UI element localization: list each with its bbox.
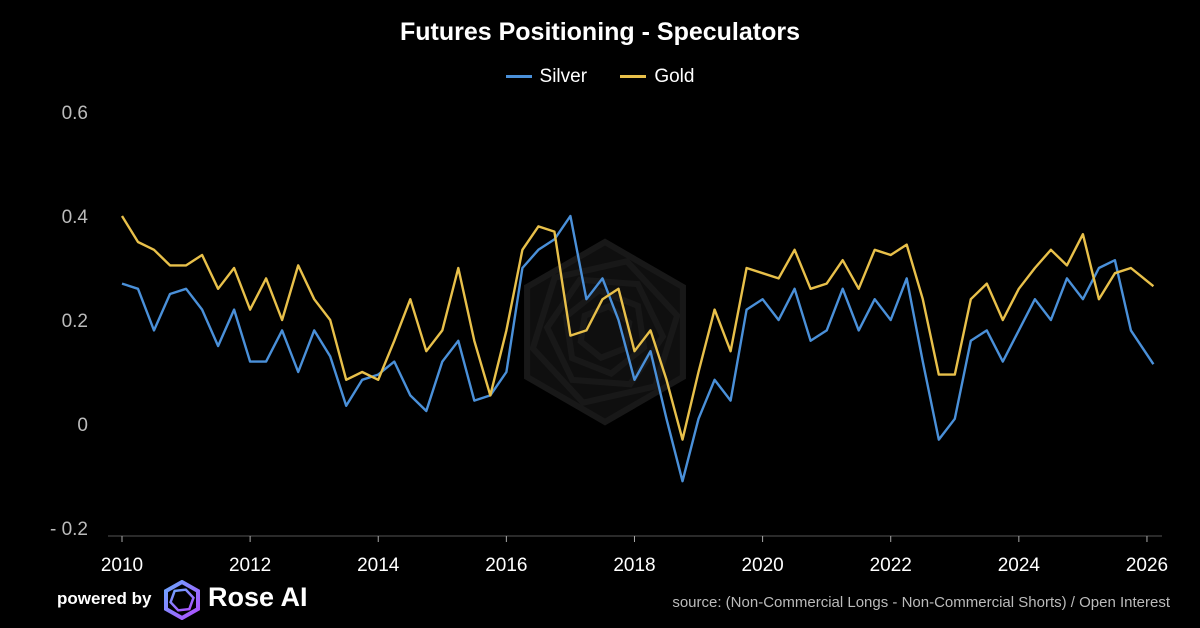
x-tick-label: 2012 xyxy=(229,555,271,576)
legend: Silver Gold xyxy=(0,62,1200,88)
x-tick-label: 2024 xyxy=(998,555,1041,576)
chart-title: Futures Positioning - Speculators xyxy=(399,18,801,46)
legend-swatch-silver xyxy=(505,75,532,78)
y-tick-label: 0.6 xyxy=(62,103,88,124)
y-tick-label: 0 xyxy=(77,415,88,436)
y-tick-label: 0.2 xyxy=(62,311,88,332)
y-tick-label: - 0.2 xyxy=(50,519,88,540)
legend-label: Silver xyxy=(539,65,588,87)
y-tick-label: 0.4 xyxy=(62,207,89,228)
series-line-silver xyxy=(121,214,1155,483)
source-note: source: (Non-Commercial Longs - Non-Comm… xyxy=(672,594,1170,611)
rose-ai-logo-icon xyxy=(164,580,200,620)
x-tick-label: 2014 xyxy=(357,555,400,576)
legend-item-silver[interactable]: Silver xyxy=(505,65,588,88)
powered-by-label: powered by xyxy=(57,589,152,608)
series-line-gold xyxy=(120,215,1155,441)
legend-item-gold[interactable]: Gold xyxy=(620,66,694,88)
x-tick-label: 2020 xyxy=(741,555,783,576)
watermark-logo-icon xyxy=(524,238,686,426)
x-tick-label: 2026 xyxy=(1126,555,1168,576)
x-tick-label: 2016 xyxy=(485,555,527,576)
legend-label: Gold xyxy=(654,65,695,87)
x-tick-label: 2022 xyxy=(870,555,912,576)
brand-name: Rose AI xyxy=(208,582,308,612)
x-tick-label: 2018 xyxy=(613,555,655,576)
x-tick-label: 2010 xyxy=(101,555,143,576)
legend-swatch-gold xyxy=(620,75,647,78)
